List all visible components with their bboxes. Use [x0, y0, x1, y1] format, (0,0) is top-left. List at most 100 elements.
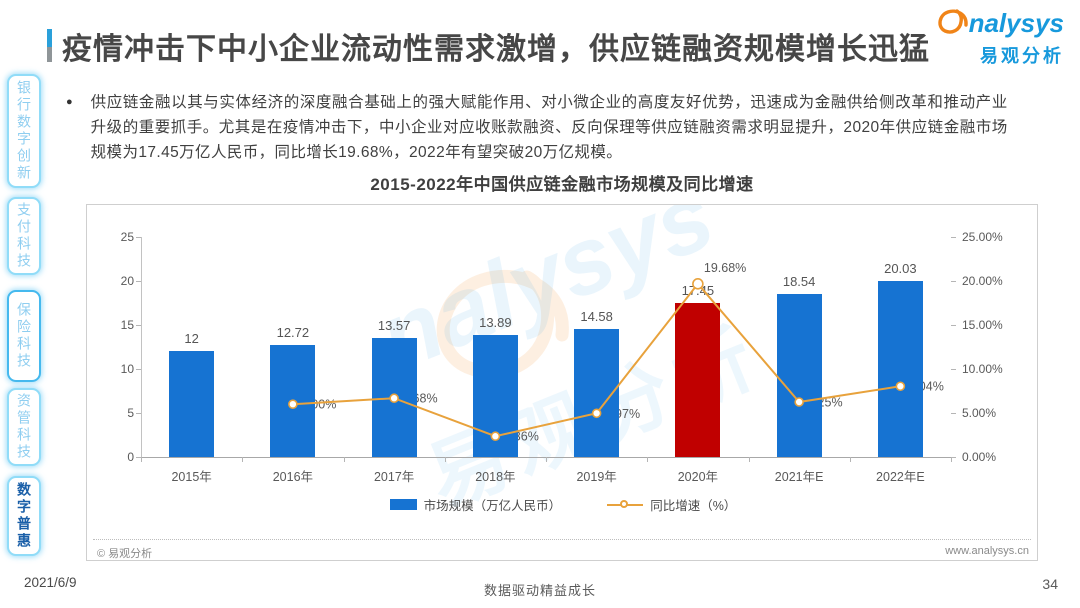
- sidebar-item-label: 银行数字创新: [16, 80, 32, 182]
- bar-data-label: 13.89: [479, 314, 512, 330]
- left-axis-tick-label: 25: [120, 230, 134, 244]
- bar-2020年: [675, 303, 721, 457]
- website-link[interactable]: www.analysys.cn: [945, 545, 1029, 557]
- bar-2022年E: [877, 280, 923, 457]
- x-axis-tick: [647, 457, 649, 462]
- left-axis-tick: [136, 325, 141, 326]
- analysys-swoosh-icon: [930, 6, 972, 47]
- legend-bar-swatch-icon: [389, 499, 417, 510]
- sidebar-item-digital-inclusion[interactable]: 数字普惠: [7, 476, 41, 556]
- bar-data-label: 12: [184, 331, 199, 347]
- right-axis-tick-label: 25.00%: [962, 230, 1003, 244]
- left-axis-tick: [136, 281, 141, 282]
- left-axis-tick-label: 5: [127, 406, 134, 420]
- bullet-icon: ●: [66, 96, 73, 108]
- footer-date: 2021/6/9: [24, 575, 77, 590]
- sidebar-item-label: 保险科技: [16, 302, 32, 370]
- x-axis-category-label: 2019年: [576, 470, 617, 484]
- line-marker: [591, 408, 602, 419]
- line-marker: [895, 381, 906, 392]
- page-number: 34: [1042, 576, 1058, 592]
- x-axis-tick: [849, 457, 851, 462]
- right-axis-tick-label: 10.00%: [962, 362, 1003, 376]
- logo-chinese-name: 易观分析: [980, 46, 1064, 66]
- right-axis-tick: [951, 237, 956, 238]
- x-axis-tick: [242, 457, 244, 462]
- x-axis-category-label: 2022年E: [876, 470, 925, 484]
- x-axis-category-label: 2016年: [272, 470, 314, 484]
- chart-legend: 市场规模（万亿人民币） 同比增速（%）: [87, 495, 1039, 514]
- bar-data-label: 12.72: [276, 325, 310, 341]
- page-title: 疫情冲击下中小企业流动性需求激增，供应链融资规模增长迅猛: [62, 33, 930, 66]
- right-axis-tick-label: 0.00%: [962, 450, 997, 464]
- logo-row: nalysys: [914, 8, 1064, 44]
- x-axis-tick: [141, 457, 142, 462]
- right-axis-tick-label: 20.00%: [962, 274, 1003, 288]
- left-axis-line: [141, 237, 142, 457]
- left-axis-tick: [136, 237, 141, 238]
- legend-label: 市场规模（万亿人民币）: [423, 499, 562, 513]
- summary-text: 供应链金融以其与实体经济的深度融合基础上的强大赋能作用、对小微企业的高度友好优势…: [90, 94, 1008, 161]
- growth-line-svg: [288, 278, 906, 442]
- left-axis-tick-label: 15: [120, 318, 134, 332]
- x-axis-category-label: 2017年: [373, 470, 415, 484]
- legend-item-market-scale: 市场规模（万亿人民币）: [389, 495, 562, 514]
- bar-data-label: 14.58: [580, 308, 613, 324]
- copyright-text: © 易观分析: [97, 548, 153, 560]
- summary-bullet: ● 供应链金融以其与实体经济的深度融合基础上的强大赋能作用、对小微企业的高度友好…: [66, 90, 1016, 165]
- left-axis-tick: [136, 413, 141, 414]
- right-axis-tick-label: 5.00%: [962, 406, 997, 420]
- x-axis-category-label: 2021年E: [774, 470, 824, 484]
- line-marker: [490, 431, 501, 442]
- right-axis-tick: [951, 413, 956, 414]
- x-axis-tick: [546, 457, 547, 462]
- x-axis-category-label: 2018年: [475, 470, 516, 484]
- line-marker: [794, 397, 804, 407]
- line-marker: [692, 278, 704, 290]
- left-axis-tick: [136, 457, 141, 458]
- right-axis-tick: [951, 281, 956, 282]
- left-axis-tick-label: 20: [120, 274, 134, 288]
- chart-source-row: © 易观分析 www.analysys.cn: [97, 545, 1029, 561]
- line-marker: [389, 393, 399, 404]
- sidebar-item-asset-mgmt-tech[interactable]: 资管科技: [7, 388, 41, 466]
- right-axis-tick: [951, 325, 956, 326]
- logo-wordmark: nalysys: [968, 8, 1064, 38]
- legend-label: 同比增速（%）: [650, 499, 737, 513]
- x-axis-tick: [444, 457, 446, 462]
- legend-line-swatch-icon: [607, 499, 644, 510]
- sidebar-item-label: 支付科技: [16, 202, 32, 270]
- x-axis-tick: [748, 457, 750, 462]
- chart-box: nalysys 易观分析 市场规模（万亿人民币） 同比增速（%） © 易观分析 …: [86, 204, 1038, 561]
- left-axis-tick: [136, 369, 141, 370]
- left-axis-tick-label: 10: [120, 362, 134, 376]
- x-axis-category-label: 2015年: [171, 470, 212, 484]
- right-axis-tick: [951, 369, 956, 370]
- bar-2021年E: [776, 293, 822, 457]
- chart-footer-divider: [93, 539, 1031, 540]
- analysys-logo: nalysys 易观分析: [914, 8, 1064, 68]
- bar-data-label: 13.57: [377, 317, 411, 333]
- chart-title: 2015-2022年中国供应链金融市场规模及同比增速: [370, 175, 754, 194]
- sidebar-item-payment-tech[interactable]: 支付科技: [7, 197, 41, 275]
- bar-data-label: 20.03: [884, 260, 917, 276]
- bar-data-label: 18.54: [782, 273, 816, 289]
- line-marker: [288, 399, 298, 409]
- line-data-label: 19.68%: [704, 261, 746, 275]
- right-axis-tick-label: 15.00%: [962, 318, 1003, 332]
- title-accent-bar: [47, 29, 52, 62]
- footer-slogan: 数据驱动精益成长: [483, 583, 596, 598]
- right-axis-tick: [951, 457, 956, 458]
- x-axis-category-label: 2020年: [677, 470, 719, 484]
- x-axis-tick: [951, 457, 952, 462]
- sidebar-item-bank-digital-innovation[interactable]: 银行数字创新: [7, 74, 41, 188]
- legend-item-yoy-growth: 同比增速（%）: [607, 495, 736, 514]
- sidebar-item-label: 数字普惠: [16, 482, 32, 550]
- legend-line-marker: [620, 499, 629, 508]
- bar-2015年: [169, 351, 215, 457]
- left-axis-tick-label: 0: [127, 450, 134, 464]
- sidebar-item-insurance-tech[interactable]: 保险科技: [7, 290, 41, 382]
- sidebar-item-label: 资管科技: [16, 393, 32, 461]
- x-axis-tick: [343, 457, 345, 462]
